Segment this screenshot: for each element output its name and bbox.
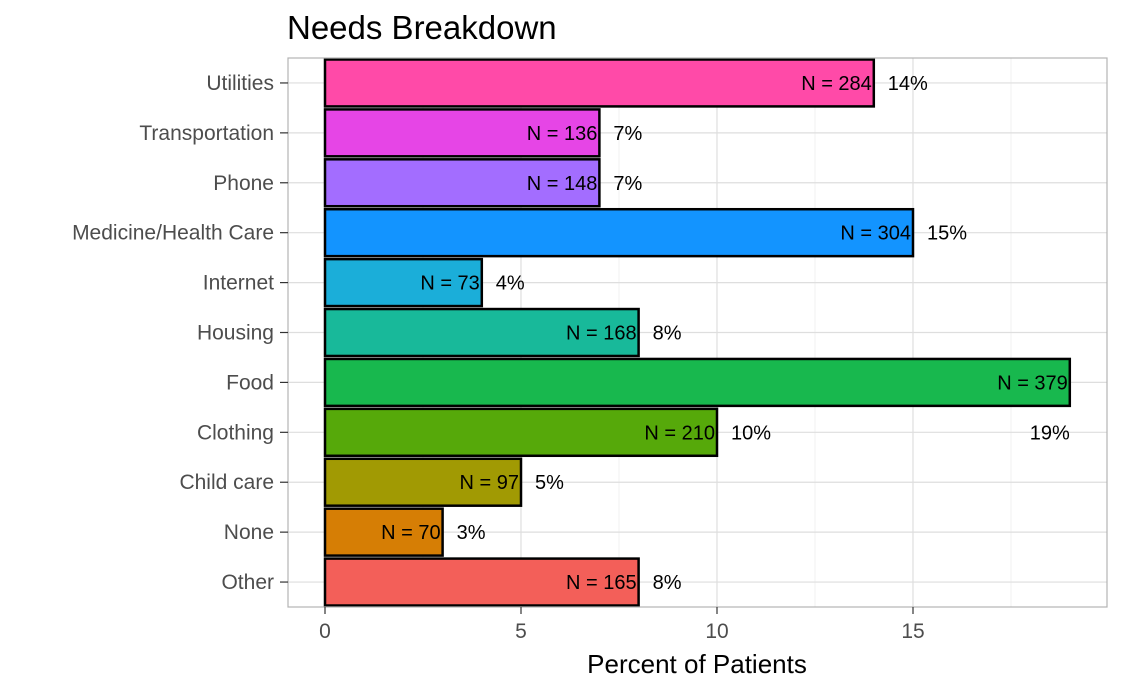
bar-percent-label: 10%	[731, 422, 771, 444]
x-tick-label: 15	[901, 620, 924, 643]
bar-count-label: N = 136	[527, 123, 598, 145]
y-tick-label: Medicine/Health Care	[72, 222, 274, 245]
y-tick-label: Internet	[203, 272, 274, 295]
axis-layer: Utilities Transportation Phone Medicine/Hea…	[72, 72, 925, 643]
bar-count-label: N = 73	[420, 273, 479, 295]
label-layer: N = 284 14% N = 136 7% N = 148 7% N = 304 15% N …	[381, 73, 1070, 594]
bar	[323, 557, 640, 607]
x-tick-label: 0	[319, 620, 331, 643]
y-tick-label: Other	[221, 571, 274, 594]
bar	[323, 158, 601, 208]
y-tick-label: Transportation	[139, 122, 274, 145]
y-tick-label: Food	[226, 371, 274, 394]
y-tick-label: Child care	[179, 471, 274, 494]
bar-count-label: N = 165	[566, 572, 637, 594]
bar	[323, 307, 640, 358]
y-tick-label: Utilities	[206, 72, 274, 95]
chart-title: Needs Breakdown	[287, 9, 557, 46]
bar-percent-label: 4%	[496, 273, 525, 295]
y-tick-label: Housing	[197, 322, 274, 345]
bar	[323, 507, 444, 557]
bar-percent-label: 5%	[535, 472, 564, 494]
bar-percent-label: 7%	[613, 173, 642, 195]
bar-percent-label: 7%	[613, 123, 642, 145]
bar	[323, 58, 876, 108]
bar-count-label: N = 210	[644, 422, 715, 444]
bar	[323, 108, 601, 158]
bar-percent-label: 19%	[1030, 422, 1070, 444]
bar-percent-label: 3%	[457, 522, 486, 544]
bar	[323, 407, 719, 458]
y-tick-label: Clothing	[197, 421, 274, 444]
y-tick-label: None	[224, 521, 274, 544]
bar	[323, 357, 1072, 408]
bar	[323, 457, 523, 507]
bar	[323, 257, 484, 308]
bar-layer	[323, 58, 1072, 607]
bar-count-label: N = 97	[460, 472, 519, 494]
bar-count-label: N = 148	[527, 173, 598, 195]
bar-percent-label: 15%	[927, 223, 967, 245]
bar-count-label: N = 379	[997, 372, 1068, 394]
x-axis-title: Percent of Patients	[587, 649, 807, 679]
bar-count-label: N = 304	[840, 223, 911, 245]
bar	[323, 207, 915, 258]
bar-percent-label: 8%	[653, 572, 682, 594]
y-tick-label: Phone	[213, 172, 274, 195]
x-tick-label: 5	[515, 620, 527, 643]
bar-count-label: N = 70	[381, 522, 440, 544]
bar-count-label: N = 168	[566, 323, 637, 345]
bar-percent-label: 8%	[653, 323, 682, 345]
bar-count-label: N = 284	[801, 73, 872, 95]
bar-percent-label: 14%	[888, 73, 928, 95]
x-tick-label: 10	[705, 620, 728, 643]
